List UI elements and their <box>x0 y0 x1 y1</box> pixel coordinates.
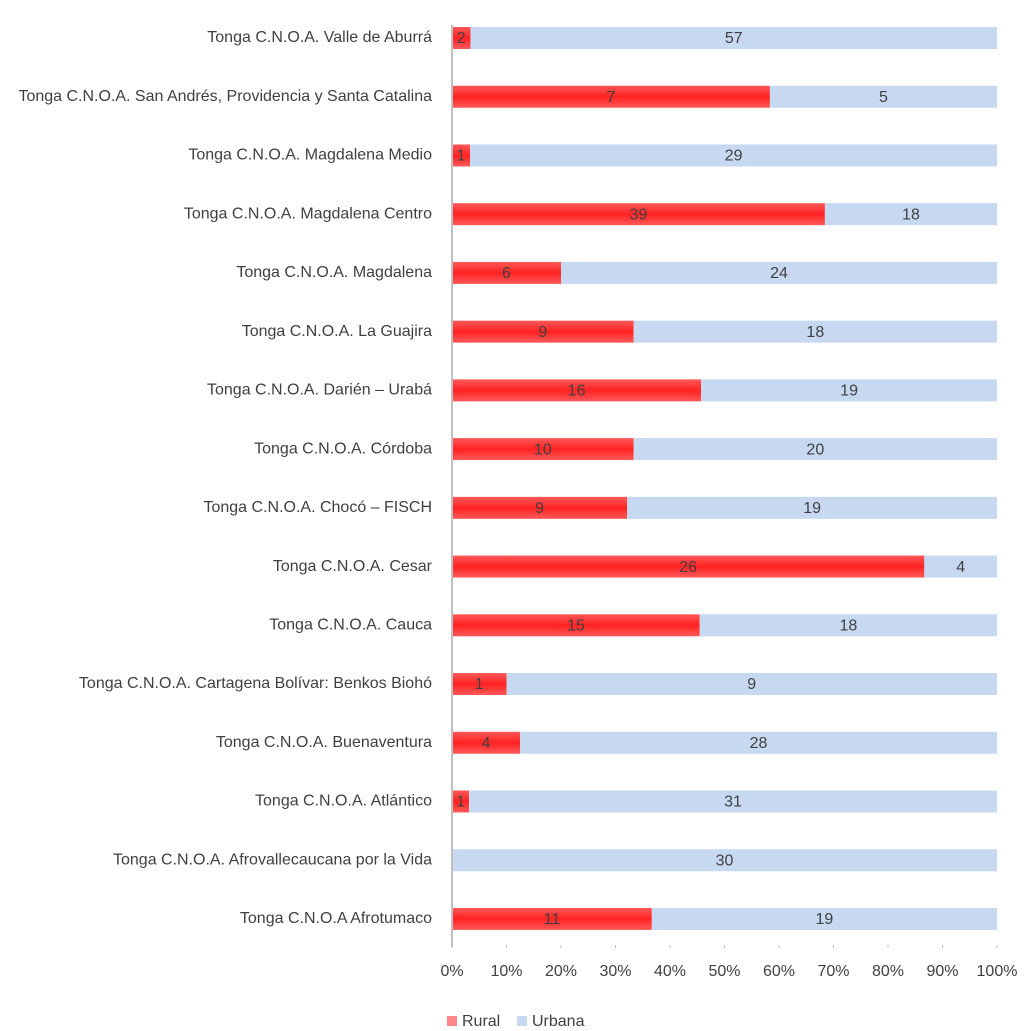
value-label: 39 <box>630 206 648 223</box>
value-label: 9 <box>747 676 756 693</box>
category-label: Tonga C.N.O.A. Chocó – FISCH <box>203 499 432 516</box>
value-label: 11 <box>544 911 561 928</box>
category-label: Tonga C.N.O.A. Cauca <box>269 617 432 634</box>
x-tick-label: 80% <box>872 963 904 980</box>
bar-segment <box>452 555 925 578</box>
x-tick-label: 100% <box>977 963 1018 980</box>
x-tick-label: 60% <box>763 963 795 980</box>
category-label: Tonga C.N.O.A. Darién – Urabá <box>207 382 432 399</box>
bar-segment <box>452 907 652 930</box>
bar-segment <box>633 438 997 461</box>
bar-segment <box>627 496 997 519</box>
category-label: Tonga C.N.O.A Afrotumaco <box>240 910 432 927</box>
value-label: 30 <box>716 852 734 869</box>
bar-segment <box>633 320 997 343</box>
x-tick-label: 30% <box>599 963 631 980</box>
bar-segment <box>452 438 634 461</box>
value-label: 18 <box>806 324 824 341</box>
value-label: 18 <box>839 618 857 635</box>
bar-segment <box>452 261 561 284</box>
bar-segment <box>452 27 471 49</box>
bar-segment <box>824 203 997 226</box>
value-label: 1 <box>456 794 465 811</box>
value-label: 6 <box>502 265 511 282</box>
x-tick-label: 40% <box>654 963 686 980</box>
bar-segment <box>520 731 997 754</box>
bar-segment <box>470 144 998 167</box>
value-label: 9 <box>535 500 544 517</box>
category-label: Tonga C.N.O.A. La Guajira <box>242 323 432 340</box>
value-label: 15 <box>567 618 585 635</box>
category-label: Tonga C.N.O.A. Afrovallecaucana por la V… <box>113 851 432 868</box>
bar-segment <box>651 907 997 930</box>
legend-swatch <box>517 1016 527 1026</box>
value-label: 19 <box>803 500 821 517</box>
bar-segment <box>452 496 628 519</box>
bar-segment <box>452 203 825 226</box>
category-label: Tonga C.N.O.A. Cartagena Bolívar: Benkos… <box>79 675 432 692</box>
value-label: 10 <box>534 441 552 458</box>
value-label: 1 <box>475 676 484 693</box>
bar-segment <box>769 85 997 108</box>
x-tick-label: 10% <box>490 963 522 980</box>
value-label: 26 <box>679 559 697 576</box>
value-label: 20 <box>806 441 824 458</box>
bar-segment <box>452 614 700 637</box>
value-label: 4 <box>482 735 491 752</box>
bar-segment <box>452 144 471 167</box>
category-label: Tonga C.N.O.A. Atlántico <box>255 793 432 810</box>
x-tick-label: 70% <box>817 963 849 980</box>
category-label: Tonga C.N.O.A. Magdalena Medio <box>188 147 432 164</box>
value-label: 9 <box>538 324 547 341</box>
category-label: Tonga C.N.O.A. San Andrés, Providencia y… <box>18 88 432 105</box>
value-label: 19 <box>840 383 858 400</box>
value-label: 7 <box>607 89 616 106</box>
value-label: 18 <box>902 206 920 223</box>
category-label: Tonga C.N.O.A. Cesar <box>273 558 433 575</box>
x-tick-label: 0% <box>440 963 463 980</box>
x-tick-label: 90% <box>926 963 958 980</box>
bar-segment <box>452 849 997 872</box>
legend-label: Urbana <box>532 1013 585 1030</box>
bar-segment <box>452 790 470 813</box>
bar-segment <box>452 731 521 754</box>
bar-segment <box>452 379 702 402</box>
value-label: 16 <box>568 383 586 400</box>
value-label: 31 <box>724 794 742 811</box>
category-label: Tonga C.N.O.A. Córdoba <box>254 440 432 457</box>
bar-segment <box>470 27 997 49</box>
value-label: 28 <box>750 735 768 752</box>
category-label: Tonga C.N.O.A. Valle de Aburrá <box>207 29 432 46</box>
bar-segment <box>561 261 997 284</box>
bar-segment <box>452 320 634 343</box>
value-label: 4 <box>956 559 965 576</box>
category-label: Tonga C.N.O.A. Magdalena Centro <box>184 205 432 222</box>
x-tick-label: 50% <box>708 963 740 980</box>
value-label: 2 <box>457 30 466 47</box>
legend-label: Rural <box>462 1013 500 1030</box>
bar-segment <box>452 85 770 108</box>
value-label: 5 <box>879 89 888 106</box>
value-label: 1 <box>457 148 466 165</box>
bar-segment <box>701 379 997 402</box>
bar-segment <box>452 673 507 696</box>
x-tick-label: 20% <box>545 963 577 980</box>
value-label: 57 <box>725 30 743 47</box>
legend-swatch <box>447 1016 457 1026</box>
bar-segment <box>699 614 997 637</box>
value-label: 29 <box>725 148 743 165</box>
value-label: 24 <box>770 265 788 282</box>
bar-segment <box>469 790 997 813</box>
category-label: Tonga C.N.O.A. Buenaventura <box>216 734 432 751</box>
value-label: 19 <box>816 911 834 928</box>
bar-segment <box>506 673 997 696</box>
bar-segment <box>924 555 997 578</box>
category-label: Tonga C.N.O.A. Magdalena <box>236 264 432 281</box>
